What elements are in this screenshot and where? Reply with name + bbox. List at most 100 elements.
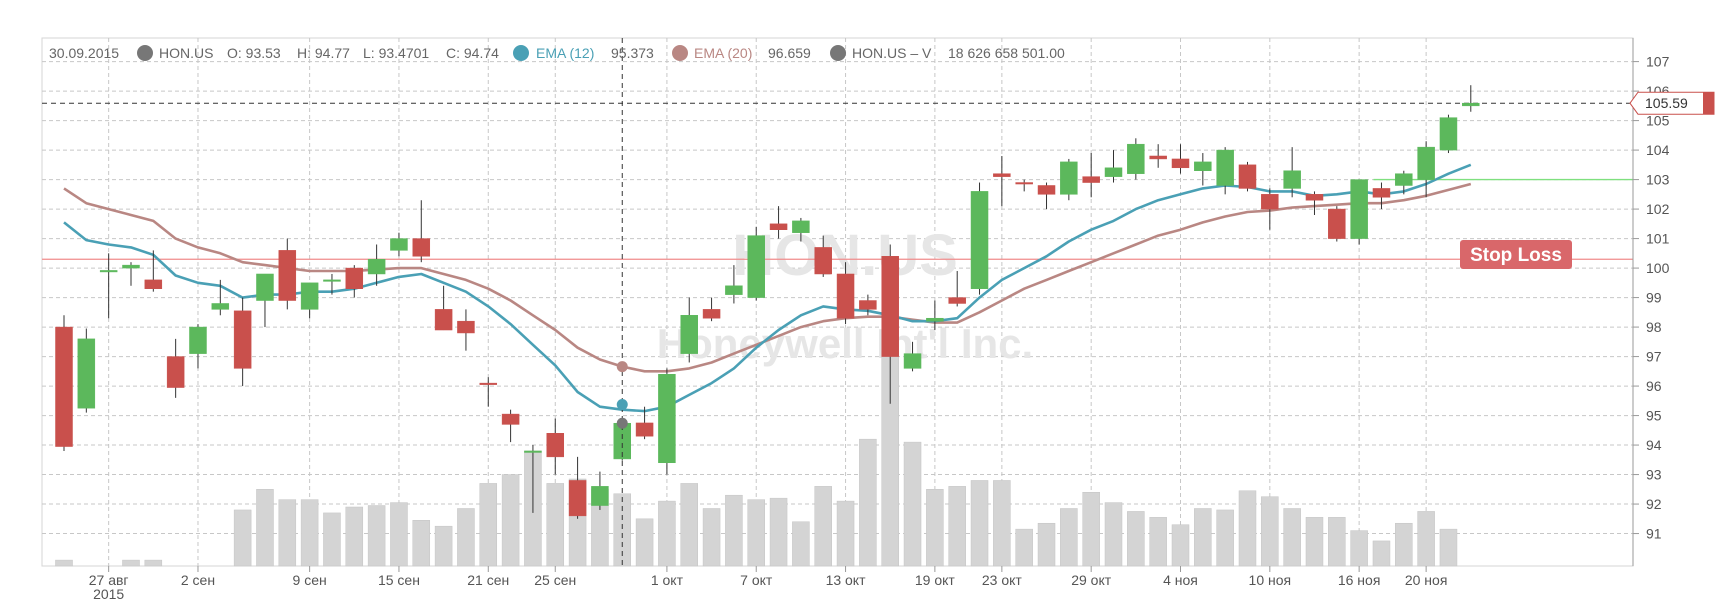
- candle-up[interactable]: [1283, 170, 1301, 189]
- candle-up[interactable]: [1194, 161, 1212, 171]
- candle-down[interactable]: [1037, 185, 1056, 195]
- candle-down[interactable]: [1015, 182, 1033, 185]
- watermark-company: Honeywell Int'l Inc.: [657, 320, 1033, 367]
- candle-down[interactable]: [1238, 164, 1257, 189]
- current-price-badge-tab: [1703, 92, 1714, 115]
- volume-bar: [1417, 511, 1435, 567]
- candles[interactable]: [55, 85, 1480, 519]
- candle-down[interactable]: [546, 433, 565, 458]
- candle-down[interactable]: [345, 267, 364, 289]
- volume-bar: [256, 489, 274, 567]
- candle-down[interactable]: [859, 300, 877, 310]
- candle-up[interactable]: [792, 220, 810, 233]
- candle-up[interactable]: [323, 279, 341, 282]
- candle-up[interactable]: [658, 374, 676, 464]
- candle-up[interactable]: [1462, 102, 1480, 107]
- volume-bar: [300, 499, 319, 567]
- candle-up[interactable]: [122, 264, 140, 269]
- x-tick-label: 7 окт: [740, 572, 773, 588]
- candle-up[interactable]: [390, 238, 408, 251]
- volume-bar: [613, 493, 631, 567]
- volume-bar: [1127, 511, 1145, 567]
- candle-down[interactable]: [814, 247, 832, 275]
- candle-up[interactable]: [591, 486, 609, 506]
- candle-down[interactable]: [1082, 176, 1100, 183]
- volume-bar: [1350, 530, 1368, 567]
- candle-up[interactable]: [1439, 117, 1458, 151]
- candle-down[interactable]: [568, 480, 587, 517]
- x-tick-label: 20 ноя: [1405, 572, 1448, 588]
- candle-up[interactable]: [1104, 167, 1123, 177]
- candle-up[interactable]: [1417, 146, 1435, 180]
- x-tick-label: 27 авг: [89, 572, 129, 588]
- legend-ema12-value: 95.373: [611, 45, 654, 61]
- y-tick-label: 92: [1646, 496, 1662, 512]
- candle-up[interactable]: [524, 450, 542, 453]
- stop-loss-badge-bg[interactable]: [1460, 240, 1572, 269]
- candle-down[interactable]: [501, 413, 520, 425]
- candle-down[interactable]: [1149, 155, 1167, 160]
- candle-down[interactable]: [769, 223, 788, 230]
- candle-up[interactable]: [1350, 179, 1368, 239]
- candle-up[interactable]: [189, 326, 207, 354]
- candle-up[interactable]: [1060, 161, 1078, 195]
- candle-down[interactable]: [1328, 208, 1346, 239]
- x-tick-label: 15 сен: [378, 572, 420, 588]
- candle-up[interactable]: [300, 282, 319, 310]
- candle-down[interactable]: [948, 297, 966, 304]
- candle-down[interactable]: [412, 238, 431, 257]
- candle-up[interactable]: [367, 258, 386, 275]
- crosshair-price-dot: [616, 417, 628, 429]
- candle-down[interactable]: [55, 326, 73, 447]
- volume-bar: [1171, 524, 1190, 567]
- candle-down[interactable]: [278, 250, 297, 301]
- candle-up[interactable]: [1127, 143, 1145, 174]
- volume-bar: [1238, 490, 1257, 567]
- candle-down[interactable]: [144, 279, 163, 289]
- legend-symbol: HON.US: [159, 45, 213, 61]
- candle-up[interactable]: [256, 273, 274, 301]
- candle-down[interactable]: [166, 356, 185, 388]
- candle-down[interactable]: [1305, 194, 1324, 201]
- y-tick-label: 95: [1646, 408, 1662, 424]
- volume-bar: [792, 521, 810, 567]
- candle-down[interactable]: [836, 273, 855, 319]
- candle-up[interactable]: [680, 315, 698, 354]
- volume-bar: [1082, 492, 1100, 567]
- x-tick-label: 9 сен: [293, 572, 327, 588]
- volume-bar: [367, 505, 386, 567]
- volume-bar: [1283, 508, 1301, 567]
- candle-down[interactable]: [1261, 194, 1279, 210]
- candle-down[interactable]: [881, 256, 899, 357]
- candle-up[interactable]: [903, 353, 922, 369]
- candle-down[interactable]: [1171, 158, 1190, 169]
- candle-down[interactable]: [702, 309, 721, 319]
- candle-up[interactable]: [725, 285, 743, 295]
- volume-bar: [680, 483, 698, 567]
- candle-up[interactable]: [77, 338, 96, 409]
- candle-down[interactable]: [635, 422, 654, 437]
- volume-bar: [434, 525, 453, 567]
- volume-bar: [1104, 502, 1123, 567]
- candle-up[interactable]: [926, 317, 944, 322]
- y-tick-label: 93: [1646, 467, 1662, 483]
- stop-loss-badge[interactable]: Stop Loss: [1470, 245, 1562, 266]
- candle-up[interactable]: [1395, 173, 1413, 186]
- candle-up[interactable]: [1216, 149, 1234, 186]
- candle-down[interactable]: [457, 320, 475, 334]
- candle-up[interactable]: [970, 191, 989, 289]
- y-tick-label: 94: [1646, 437, 1662, 453]
- candle-up[interactable]: [99, 270, 118, 273]
- candle-down[interactable]: [233, 310, 252, 369]
- candle-up[interactable]: [747, 235, 765, 298]
- candle-down[interactable]: [434, 309, 453, 331]
- volume-bar: [457, 508, 475, 567]
- x-tick-label: 1 окт: [651, 572, 684, 588]
- candle-down[interactable]: [1372, 188, 1391, 198]
- candle-up[interactable]: [211, 303, 230, 310]
- crosshair: [616, 38, 628, 566]
- candle-down[interactable]: [993, 173, 1011, 177]
- candle-down[interactable]: [479, 382, 498, 385]
